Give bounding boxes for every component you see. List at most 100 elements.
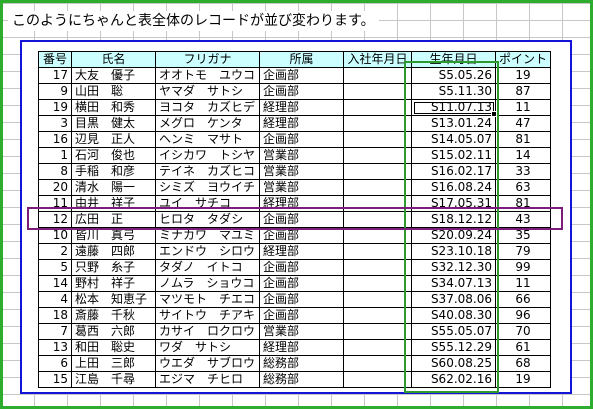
- cell-department[interactable]: 経理部: [259, 243, 344, 260]
- cell-name[interactable]: 和田 聡史: [71, 339, 156, 356]
- cell-department[interactable]: 企画部: [259, 291, 344, 308]
- cell-furigana[interactable]: ウエダ サブロウ: [155, 355, 260, 372]
- cell-hire-date[interactable]: [343, 339, 412, 356]
- cell-number[interactable]: 14: [38, 275, 72, 292]
- cell-hire-date[interactable]: [343, 323, 412, 340]
- cell-hire-date[interactable]: [343, 355, 412, 372]
- cell-points[interactable]: 47: [494, 115, 552, 132]
- header-furigana[interactable]: フリガナ: [155, 51, 260, 68]
- cell-points[interactable]: 19: [494, 371, 552, 388]
- cell-department[interactable]: 企画部: [259, 259, 344, 276]
- cell-number[interactable]: 8: [38, 163, 72, 180]
- cell-number[interactable]: 13: [38, 339, 72, 356]
- cell-name[interactable]: 目黒 健太: [71, 115, 156, 132]
- cell-birth-date[interactable]: S5.05.26: [411, 67, 496, 84]
- fill-handle[interactable]: [491, 111, 497, 117]
- cell-department[interactable]: 企画部: [259, 275, 344, 292]
- cell-number[interactable]: 5: [38, 259, 72, 276]
- cell-birth-date[interactable]: S16.02.17: [411, 163, 496, 180]
- cell-furigana[interactable]: シミズ ヨウイチ: [155, 179, 260, 196]
- cell-points[interactable]: 68: [494, 355, 552, 372]
- cell-number[interactable]: 4: [38, 291, 72, 308]
- cell-name[interactable]: 江島 千尋: [71, 371, 156, 388]
- cell-department[interactable]: 企画部: [259, 131, 344, 148]
- cell-name[interactable]: 大友 優子: [71, 67, 156, 84]
- cell-number[interactable]: 6: [38, 355, 72, 372]
- cell-points[interactable]: 11: [494, 99, 552, 116]
- cell-number[interactable]: 15: [38, 371, 72, 388]
- cell-points[interactable]: 63: [494, 179, 552, 196]
- cell-points[interactable]: 96: [494, 307, 552, 324]
- cell-department[interactable]: 営業部: [259, 323, 344, 340]
- cell-name[interactable]: 横田 和秀: [71, 99, 156, 116]
- cell-hire-date[interactable]: [343, 243, 412, 260]
- cell-name[interactable]: 葛西 六郎: [71, 323, 156, 340]
- cell-furigana[interactable]: ワダ サトシ: [155, 339, 260, 356]
- cell-hire-date[interactable]: [343, 67, 412, 84]
- cell-name[interactable]: 清水 陽一: [71, 179, 156, 196]
- cell-department[interactable]: 総務部: [259, 371, 344, 388]
- cell-points[interactable]: 61: [494, 339, 552, 356]
- header-number[interactable]: 番号: [38, 51, 72, 68]
- cell-hire-date[interactable]: [343, 83, 412, 100]
- header-name[interactable]: 氏名: [71, 51, 156, 68]
- cell-name[interactable]: 松本 知恵子: [71, 291, 156, 308]
- cell-hire-date[interactable]: [343, 99, 412, 116]
- cell-points[interactable]: 66: [494, 291, 552, 308]
- cell-furigana[interactable]: ヘンミ マサト: [155, 131, 260, 148]
- cell-birth-date[interactable]: S23.10.18: [411, 243, 496, 260]
- cell-hire-date[interactable]: [343, 259, 412, 276]
- cell-name[interactable]: 辺見 正人: [71, 131, 156, 148]
- cell-hire-date[interactable]: [343, 291, 412, 308]
- cell-number[interactable]: 17: [38, 67, 72, 84]
- cell-department[interactable]: 企画部: [259, 227, 344, 244]
- cell-points[interactable]: 81: [494, 131, 552, 148]
- cell-furigana[interactable]: マツモト チエコ: [155, 291, 260, 308]
- cell-department[interactable]: 総務部: [259, 355, 344, 372]
- cell-name[interactable]: 只野 糸子: [71, 259, 156, 276]
- cell-furigana[interactable]: ヨコタ カズヒデ: [155, 99, 260, 116]
- cell-department[interactable]: 企画部: [259, 67, 344, 84]
- cell-department[interactable]: 企画部: [259, 83, 344, 100]
- header-hire-date[interactable]: 入社年月日: [343, 51, 412, 68]
- cell-furigana[interactable]: ヒロタ タダシ: [155, 211, 260, 228]
- cell-department[interactable]: 経理部: [259, 115, 344, 132]
- cell-birth-date[interactable]: S37.08.06: [411, 291, 496, 308]
- cell-points[interactable]: 87: [494, 83, 552, 100]
- cell-birth-date[interactable]: S62.02.16: [411, 371, 496, 388]
- cell-points[interactable]: 33: [494, 163, 552, 180]
- cell-hire-date[interactable]: [343, 371, 412, 388]
- cell-points[interactable]: 19: [494, 67, 552, 84]
- cell-department[interactable]: 企画部: [259, 211, 344, 228]
- cell-furigana[interactable]: エンドウ シロウ: [155, 243, 260, 260]
- cell-furigana[interactable]: タダノ イトコ: [155, 259, 260, 276]
- cell-hire-date[interactable]: [343, 307, 412, 324]
- cell-number[interactable]: 1: [38, 147, 72, 164]
- cell-furigana[interactable]: サイトウ チアキ: [155, 307, 260, 324]
- cell-number[interactable]: 18: [38, 307, 72, 324]
- cell-birth-date[interactable]: S55.05.07: [411, 323, 496, 340]
- cell-furigana[interactable]: エジマ チヒロ: [155, 371, 260, 388]
- cell-hire-date[interactable]: [343, 275, 412, 292]
- cell-points[interactable]: 14: [494, 147, 552, 164]
- cell-name[interactable]: 野村 祥子: [71, 275, 156, 292]
- cell-name[interactable]: 手稲 和彦: [71, 163, 156, 180]
- cell-points[interactable]: 79: [494, 243, 552, 260]
- cell-department[interactable]: 企画部: [259, 307, 344, 324]
- cell-name[interactable]: 斎藤 千秋: [71, 307, 156, 324]
- cell-number[interactable]: 7: [38, 323, 72, 340]
- cell-furigana[interactable]: オオトモ ユウコ: [155, 67, 260, 84]
- cell-number[interactable]: 2: [38, 243, 72, 260]
- cell-hire-date[interactable]: [343, 147, 412, 164]
- cell-birth-date[interactable]: S34.07.13: [411, 275, 496, 292]
- cell-number[interactable]: 3: [38, 115, 72, 132]
- cell-points[interactable]: 11: [494, 275, 552, 292]
- cell-number[interactable]: 19: [38, 99, 72, 116]
- cell-furigana[interactable]: イシカワ トシヤ: [155, 147, 260, 164]
- cell-furigana[interactable]: ノムラ ショウコ: [155, 275, 260, 292]
- cell-number[interactable]: 16: [38, 131, 72, 148]
- header-points[interactable]: ポイント: [494, 51, 552, 68]
- cell-department[interactable]: 営業部: [259, 147, 344, 164]
- cell-name[interactable]: 石河 俊也: [71, 147, 156, 164]
- cell-hire-date[interactable]: [343, 179, 412, 196]
